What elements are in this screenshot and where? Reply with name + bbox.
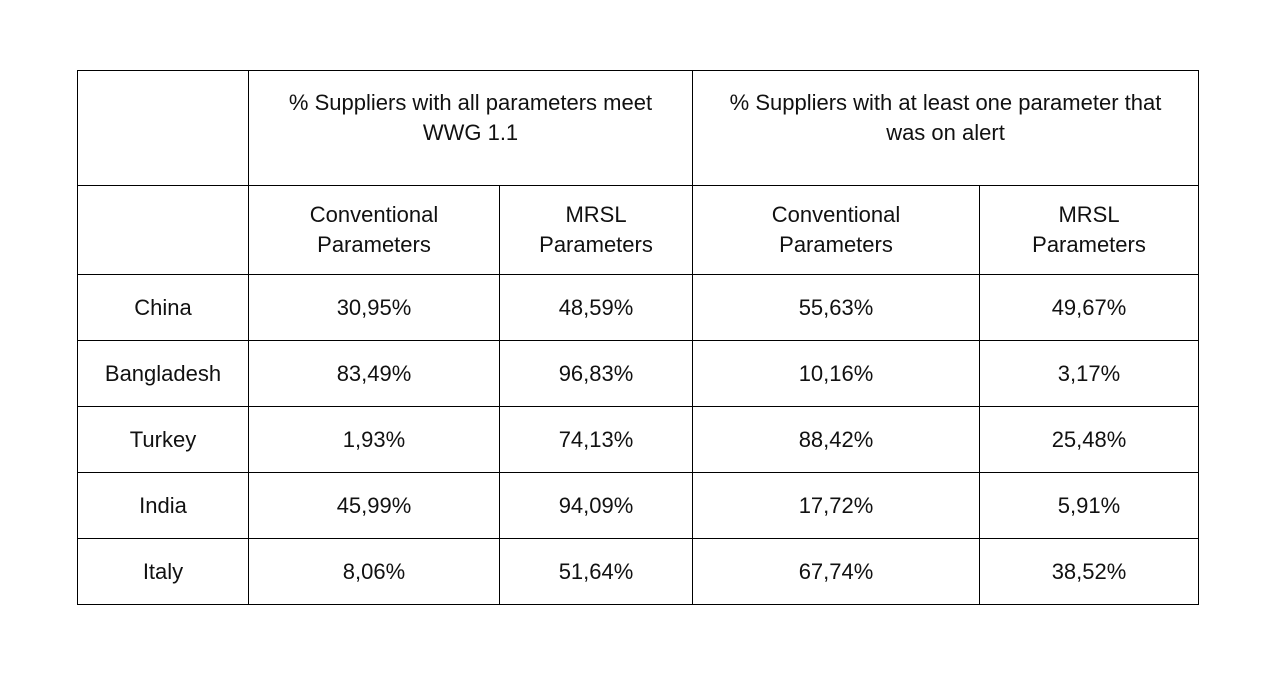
value-cell: 10,16%: [692, 340, 980, 407]
country-cell: Italy: [77, 538, 249, 605]
group-header: % Suppliers with all parameters meet WWG…: [248, 70, 693, 186]
value-cell: 83,49%: [248, 340, 500, 407]
country-cell: China: [77, 274, 249, 341]
data-row: China 30,95% 48,59% 55,63% 49,67%: [77, 274, 1199, 341]
subheader-text: Conventional Parameters: [771, 202, 901, 257]
value-cell: 49,67%: [979, 274, 1199, 341]
data-row: India 45,99% 94,09% 17,72% 5,91%: [77, 472, 1199, 539]
group-header-row: % Suppliers with all parameters meet WWG…: [77, 70, 1199, 186]
value-cell: 38,52%: [979, 538, 1199, 605]
value-cell: 1,93%: [248, 406, 500, 473]
empty-cell: [77, 70, 249, 186]
country-cell: Bangladesh: [77, 340, 249, 407]
value-cell: 88,42%: [692, 406, 980, 473]
data-row: Turkey 1,93% 74,13% 88,42% 25,48%: [77, 406, 1199, 473]
subheader-cell: MRSL Parameters: [979, 185, 1199, 275]
country-cell: India: [77, 472, 249, 539]
value-cell: 94,09%: [499, 472, 693, 539]
group-header-text: % Suppliers with at least one parameter …: [729, 90, 1162, 145]
value-cell: 30,95%: [248, 274, 500, 341]
value-cell: 3,17%: [979, 340, 1199, 407]
value-cell: 17,72%: [692, 472, 980, 539]
subheader-cell: MRSL Parameters: [499, 185, 693, 275]
value-cell: 67,74%: [692, 538, 980, 605]
value-cell: 25,48%: [979, 406, 1199, 473]
subheader-text: Conventional Parameters: [309, 202, 439, 257]
value-cell: 45,99%: [248, 472, 500, 539]
group-header-text: % Suppliers with all parameters meet WWG…: [288, 90, 653, 145]
value-cell: 55,63%: [692, 274, 980, 341]
data-row: Italy 8,06% 51,64% 67,74% 38,52%: [77, 538, 1199, 605]
country-cell: Turkey: [77, 406, 249, 473]
empty-cell: [77, 185, 249, 275]
value-cell: 74,13%: [499, 406, 693, 473]
group-header: % Suppliers with at least one parameter …: [692, 70, 1199, 186]
subheader-text: MRSL Parameters: [1032, 202, 1146, 257]
data-row: Bangladesh 83,49% 96,83% 10,16% 3,17%: [77, 340, 1199, 407]
value-cell: 48,59%: [499, 274, 693, 341]
data-table: % Suppliers with all parameters meet WWG…: [77, 70, 1199, 605]
value-cell: 96,83%: [499, 340, 693, 407]
subheader-cell: Conventional Parameters: [692, 185, 980, 275]
value-cell: 5,91%: [979, 472, 1199, 539]
subheader-text: MRSL Parameters: [539, 202, 653, 257]
subheader-cell: Conventional Parameters: [248, 185, 500, 275]
subheader-row: Conventional Parameters MRSL Parameters Co…: [77, 185, 1199, 275]
value-cell: 51,64%: [499, 538, 693, 605]
value-cell: 8,06%: [248, 538, 500, 605]
